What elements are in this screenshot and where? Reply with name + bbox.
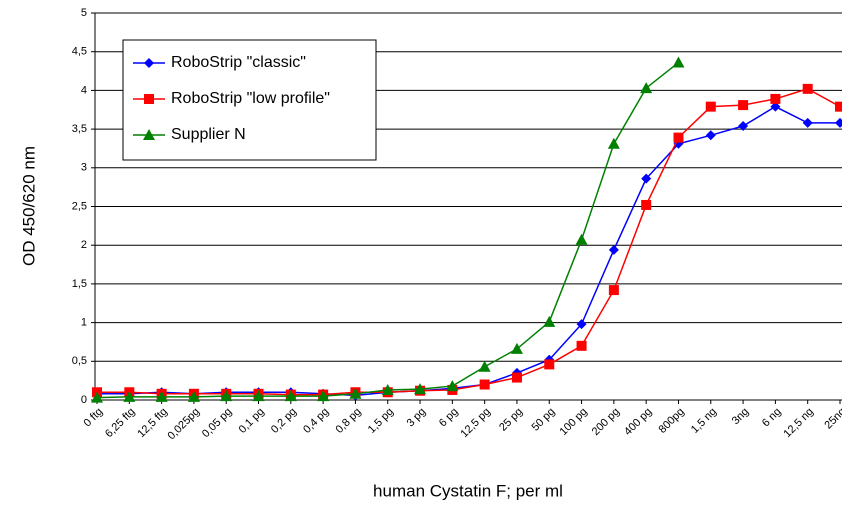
data-point	[187, 390, 200, 402]
x-tick-label: 800pg	[657, 406, 687, 436]
x-tick-label: 6,25 ftg	[103, 406, 137, 440]
x-tick-label: 3ng	[730, 406, 751, 427]
x-tick-label: 0,05 pg	[200, 406, 234, 440]
x-axis-title: human Cystatin F; per ml	[373, 481, 563, 500]
x-tick-label: 400 pg	[622, 406, 654, 438]
x-tick-label: 12,5 ftg	[135, 406, 169, 440]
data-point	[91, 391, 103, 403]
y-tick-label: 3,5	[72, 123, 87, 135]
y-tick-label: 0	[81, 394, 87, 406]
x-tick-label: 6 pg	[437, 406, 461, 430]
data-point	[641, 199, 652, 210]
x-tick-label: 0,025pg	[165, 406, 202, 443]
data-point	[705, 101, 716, 112]
series-line	[97, 105, 840, 397]
x-tick-label: 100 pg	[557, 406, 589, 438]
data-point	[802, 117, 813, 128]
x-tick-label: 0,2 pg	[269, 406, 299, 436]
legend-text: Supplier N	[171, 126, 246, 143]
x-tick-label: 12,5 ng	[781, 406, 815, 440]
data-point	[802, 83, 813, 94]
data-point	[835, 117, 842, 128]
y-tick-label: 2	[81, 239, 87, 251]
x-tick-label: 200 pg	[590, 406, 622, 438]
legend-box	[122, 39, 377, 161]
x-tick-label: 25 pg	[497, 406, 525, 434]
data-point	[576, 340, 587, 351]
x-tick-label: 0 ftg	[82, 406, 106, 430]
x-tick-label: 0,1 pg	[237, 406, 267, 436]
data-point	[738, 121, 749, 132]
data-point	[123, 390, 136, 402]
data-point	[608, 285, 619, 296]
data-point	[317, 390, 330, 402]
legend-marker	[144, 58, 154, 68]
data-point	[478, 360, 491, 372]
data-point	[673, 132, 684, 143]
legend-marker	[144, 94, 154, 104]
data-point	[575, 233, 588, 245]
data-point	[510, 342, 523, 354]
x-tick-label: 3 pg	[405, 406, 429, 430]
data-point	[446, 380, 459, 392]
y-tick-label: 3	[81, 162, 87, 174]
x-tick-label: 1,5 ng	[689, 406, 719, 436]
data-point	[381, 383, 394, 395]
data-point	[770, 93, 781, 104]
data-point	[155, 390, 168, 402]
y-tick-label: 2,5	[72, 200, 87, 212]
data-point	[607, 137, 620, 149]
data-point	[252, 390, 265, 402]
data-point	[738, 100, 749, 111]
data-point	[543, 315, 556, 327]
x-tick-label: 6 ng	[760, 406, 784, 430]
x-tick-label: 0,8 pg	[333, 406, 363, 436]
legend: RoboStrip "classic" RoboStrip "low profil…	[122, 39, 377, 161]
data-point	[544, 359, 555, 370]
data-point	[705, 130, 716, 141]
y-tick-label: 1,5	[72, 278, 87, 290]
y-axis-title: OD 450/620 nm	[19, 146, 38, 266]
y-tick-label: 5	[81, 7, 87, 19]
y-tick-label: 0,5	[72, 355, 87, 367]
data-point	[479, 379, 490, 390]
data-point	[511, 372, 522, 383]
data-point	[640, 82, 653, 94]
data-point	[835, 101, 842, 112]
legend-text: RoboStrip "classic"	[171, 54, 306, 71]
series-line	[97, 88, 841, 396]
x-tick-label: 50 pg	[529, 406, 557, 434]
data-point	[576, 319, 587, 330]
data-point	[608, 244, 619, 255]
x-tick-label: 0,4 pg	[301, 406, 331, 436]
legend-text: RoboStrip "low profile"	[171, 90, 330, 107]
data-point	[414, 383, 427, 395]
data-point	[770, 101, 781, 112]
x-tick-label: 25ng	[822, 406, 842, 432]
y-tick-label: 4	[81, 84, 87, 96]
y-tick-label: 1	[81, 317, 87, 329]
data-point	[284, 390, 297, 402]
data-point	[349, 387, 362, 399]
legend-marker	[143, 129, 155, 140]
data-point	[220, 390, 233, 402]
x-tick-label: 12,5 pg	[458, 406, 492, 440]
y-tick-label: 4,5	[72, 46, 87, 58]
x-tick-label: 1,5 pg	[366, 406, 396, 436]
data-point	[641, 173, 652, 184]
data-point	[672, 56, 685, 68]
